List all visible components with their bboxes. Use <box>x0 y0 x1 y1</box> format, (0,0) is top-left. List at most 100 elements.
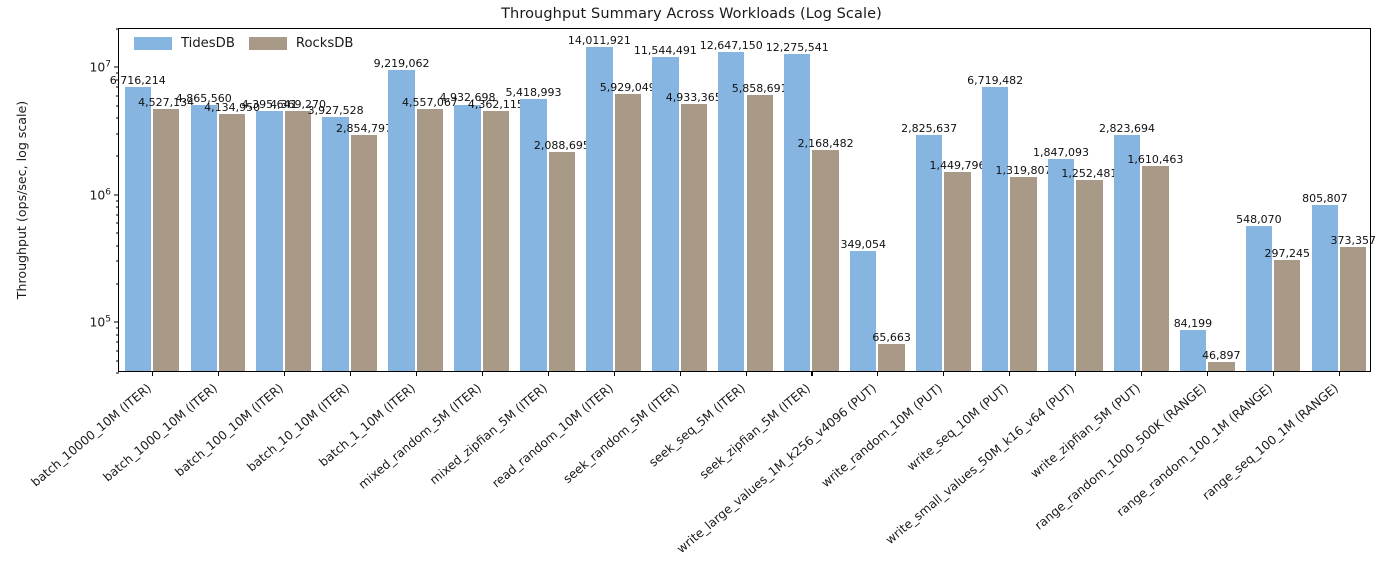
chart-legend: TidesDB RocksDB <box>130 34 357 53</box>
x-tick-mark <box>943 371 945 376</box>
x-tick-mark <box>481 371 483 376</box>
bar-rocksdb-1[interactable] <box>218 114 246 371</box>
bar-rocksdb-5[interactable] <box>482 111 510 371</box>
bar-rocksdb-3[interactable] <box>350 134 378 371</box>
x-tick-mark <box>877 371 879 376</box>
bar-value-label: 805,807 <box>1302 191 1348 205</box>
y-tick-mark <box>114 66 119 68</box>
y-tick-label: 107 <box>89 59 111 75</box>
bar-tidesdb-9[interactable] <box>718 52 745 371</box>
bar-rocksdb-7[interactable] <box>614 94 641 371</box>
bar-value-label: 2,825,637 <box>901 122 958 136</box>
bar-rocksdb-4[interactable] <box>416 108 444 371</box>
x-tick-label: batch_10000_10M (ITER) <box>28 381 154 490</box>
bar-rocksdb-15[interactable] <box>1142 166 1169 371</box>
bar-rocksdb-2[interactable] <box>284 111 312 371</box>
bar-tidesdb-15[interactable] <box>1113 135 1141 371</box>
bar-tidesdb-5[interactable] <box>454 104 481 371</box>
x-tick-mark <box>679 371 681 376</box>
bar-value-label: 1,449,796 <box>929 159 986 173</box>
bar-value-label: 4,932,698 <box>439 91 496 105</box>
x-tick-mark <box>1207 371 1209 376</box>
bar-tidesdb-8[interactable] <box>652 57 679 371</box>
bar-rocksdb-14[interactable] <box>1076 180 1103 371</box>
bar-rocksdb-6[interactable] <box>548 152 576 371</box>
x-tick-mark <box>745 371 747 376</box>
bar-value-label: 4,369,270 <box>270 98 327 112</box>
bar-value-label: 4,865,560 <box>175 92 232 106</box>
bar-rocksdb-9[interactable] <box>746 94 773 371</box>
bar-value-label: 4,134,950 <box>204 101 261 115</box>
y-minor-tick-mark <box>116 133 119 135</box>
y-tick-mark <box>114 321 119 323</box>
bar-value-label: 6,716,214 <box>109 74 166 88</box>
x-tick-mark <box>613 371 615 376</box>
bar-value-label: 1,610,463 <box>1127 153 1184 167</box>
x-tick-mark <box>1339 371 1341 376</box>
bar-rocksdb-16[interactable] <box>1208 362 1235 371</box>
bar-value-label: 46,897 <box>1202 349 1241 363</box>
bar-tidesdb-0[interactable] <box>124 87 151 371</box>
legend-swatch-rocksdb <box>248 37 287 50</box>
y-minor-tick-mark <box>116 245 119 247</box>
bar-value-label: 65,663 <box>872 330 911 344</box>
bar-value-label: 2,168,482 <box>797 136 854 150</box>
bar-tidesdb-17[interactable] <box>1245 226 1273 371</box>
bar-value-label: 4,557,067 <box>401 95 458 109</box>
bar-rocksdb-13[interactable] <box>1010 177 1037 371</box>
bar-value-label: 373,357 <box>1330 234 1376 248</box>
x-tick-label: mixed_zipfian_5M (ITER) <box>426 381 550 488</box>
bar-rocksdb-17[interactable] <box>1274 259 1301 371</box>
bar-rocksdb-0[interactable] <box>152 109 180 371</box>
bar-tidesdb-10[interactable] <box>784 54 811 371</box>
bar-rocksdb-10[interactable] <box>812 149 839 371</box>
y-tick-mark <box>114 194 119 196</box>
bar-value-label: 1,319,807 <box>995 164 1052 178</box>
bar-tidesdb-6[interactable] <box>520 99 547 371</box>
y-axis-label: Throughput (ops/sec, log scale) <box>14 100 29 300</box>
x-tick-label: seek_random_5M (ITER) <box>560 381 682 487</box>
bar-tidesdb-4[interactable] <box>388 69 415 371</box>
bars-layer: 6,716,214 4,527,134 4,865,560 4,134,950 4,39… <box>110 29 1376 371</box>
bar-value-label: 1,847,093 <box>1033 145 1090 159</box>
bar-tidesdb-13[interactable] <box>981 87 1009 371</box>
bar-rocksdb-8[interactable] <box>680 104 707 371</box>
bar-rocksdb-11[interactable] <box>878 343 905 371</box>
x-tick-mark <box>283 371 285 376</box>
bar-rocksdb-12[interactable] <box>944 172 971 371</box>
x-tick-mark <box>349 371 351 376</box>
y-minor-tick-mark <box>116 95 119 97</box>
bar-value-label: 11,544,491 <box>633 44 697 58</box>
legend-entry-tidesdb[interactable]: TidesDB <box>134 36 235 51</box>
bar-tidesdb-16[interactable] <box>1179 329 1207 371</box>
x-tick-mark <box>811 371 813 376</box>
y-minor-tick-mark <box>116 105 119 107</box>
bar-tidesdb-1[interactable] <box>190 105 217 371</box>
legend-entry-rocksdb[interactable]: RocksDB <box>248 36 353 51</box>
bar-rocksdb-18[interactable] <box>1340 247 1367 371</box>
x-tick-label: write_zipfian_5M (PUT) <box>1028 381 1144 481</box>
bar-value-label: 2,854,797 <box>336 121 392 135</box>
bar-tidesdb-3[interactable] <box>322 117 349 371</box>
bar-tidesdb-14[interactable] <box>1047 158 1075 371</box>
x-tick-mark <box>1009 371 1011 376</box>
bar-tidesdb-18[interactable] <box>1311 204 1339 371</box>
y-tick-label: 106 <box>89 187 111 203</box>
x-tick-label: read_random_10M (ITER) <box>488 381 616 491</box>
legend-label: TidesDB <box>181 36 235 51</box>
y-minor-tick-mark <box>116 260 119 262</box>
y-minor-tick-mark <box>116 372 119 374</box>
x-tick-label: write_random_10M (PUT) <box>818 381 946 491</box>
x-tick-label: mixed_random_5M (ITER) <box>355 381 484 492</box>
bar-tidesdb-7[interactable] <box>586 46 613 371</box>
y-minor-tick-mark <box>116 200 119 202</box>
bar-tidesdb-11[interactable] <box>850 251 877 371</box>
x-tick-label: batch_100_10M (ITER) <box>172 381 286 480</box>
bar-value-label: 3,927,528 <box>307 104 364 118</box>
bar-tidesdb-2[interactable] <box>256 110 283 371</box>
x-tick-label: seek_zipfian_5M (ITER) <box>697 381 814 482</box>
bar-value-label: 12,647,150 <box>699 39 763 53</box>
bar-value-label: 349,054 <box>840 238 886 252</box>
bar-tidesdb-12[interactable] <box>915 135 943 371</box>
